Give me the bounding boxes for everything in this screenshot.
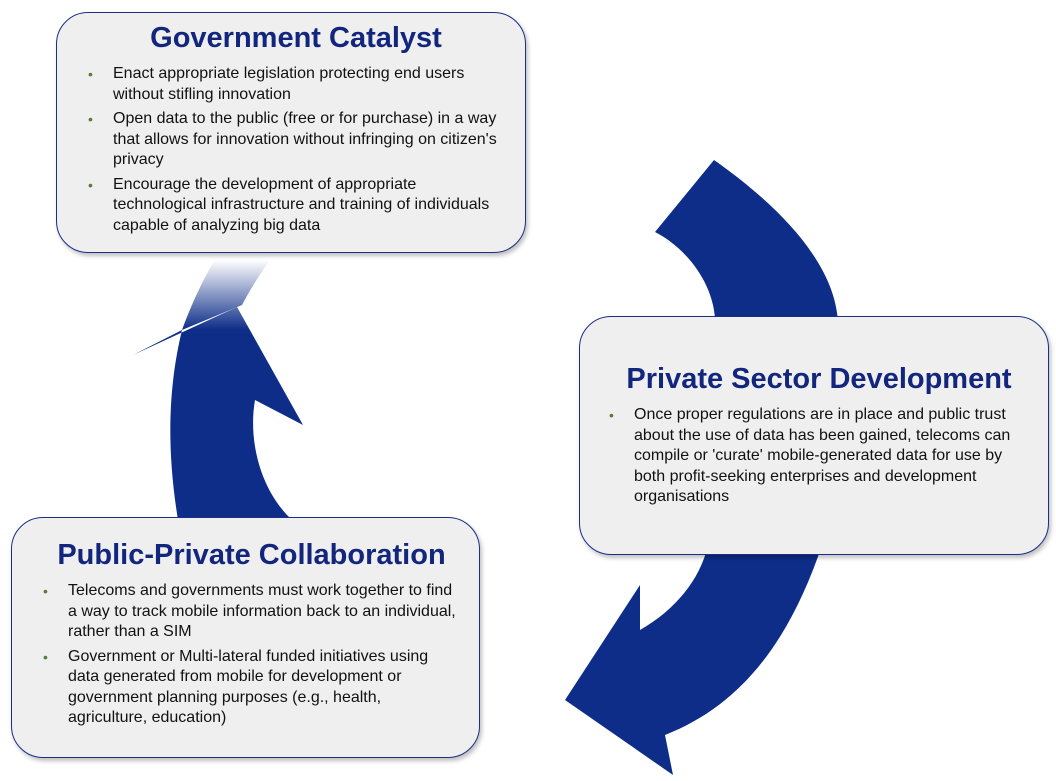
arrow-to-public-private [655, 160, 839, 330]
bullet-text: Once proper regulations are in place and… [634, 406, 1011, 505]
public-private-box: Public-Private Collaboration • Telecoms … [11, 517, 480, 758]
bullet-icon: • [43, 648, 48, 665]
private-sector-title: Private Sector Development [626, 363, 1012, 395]
bullet-icon: • [43, 583, 48, 599]
list-item: • Telecoms and governments must work tog… [40, 581, 463, 643]
private-sector-list: • Once proper regulations are in place a… [606, 405, 1032, 508]
government-catalyst-title: Government Catalyst [150, 22, 442, 54]
bullet-icon: • [88, 66, 93, 82]
bullet-icon: • [88, 111, 93, 127]
government-catalyst-box: Government Catalyst • Enact appropriate … [56, 12, 526, 253]
list-item: • Once proper regulations are in place a… [606, 405, 1032, 508]
arrow-to-government [133, 307, 303, 520]
list-item: • Government or Multi-lateral funded ini… [40, 647, 463, 729]
bullet-icon: • [609, 407, 614, 423]
bullet-text: Government or Multi-lateral funded initi… [68, 647, 429, 727]
bullet-icon: • [88, 176, 93, 193]
arrow-to-public-private-body [565, 545, 822, 775]
bullet-text: Telecoms and governments must work toget… [68, 582, 456, 640]
arrow-fade [170, 250, 290, 330]
bullet-text: Encourage the development of appropriate… [113, 175, 490, 234]
public-private-list: • Telecoms and governments must work tog… [40, 581, 463, 729]
list-item: • Enact appropriate legislation protecti… [85, 64, 507, 105]
list-item: • Encourage the development of appropria… [85, 175, 507, 237]
list-item: • Open data to the public (free or for p… [85, 109, 507, 171]
bullet-text: Open data to the public (free or for pur… [113, 110, 497, 168]
public-private-title: Public-Private Collaboration [57, 539, 446, 571]
bullet-text: Enact appropriate legislation protecting… [113, 65, 465, 103]
government-catalyst-list: • Enact appropriate legislation protecti… [85, 64, 507, 236]
private-sector-box: Private Sector Development • Once proper… [579, 316, 1049, 555]
